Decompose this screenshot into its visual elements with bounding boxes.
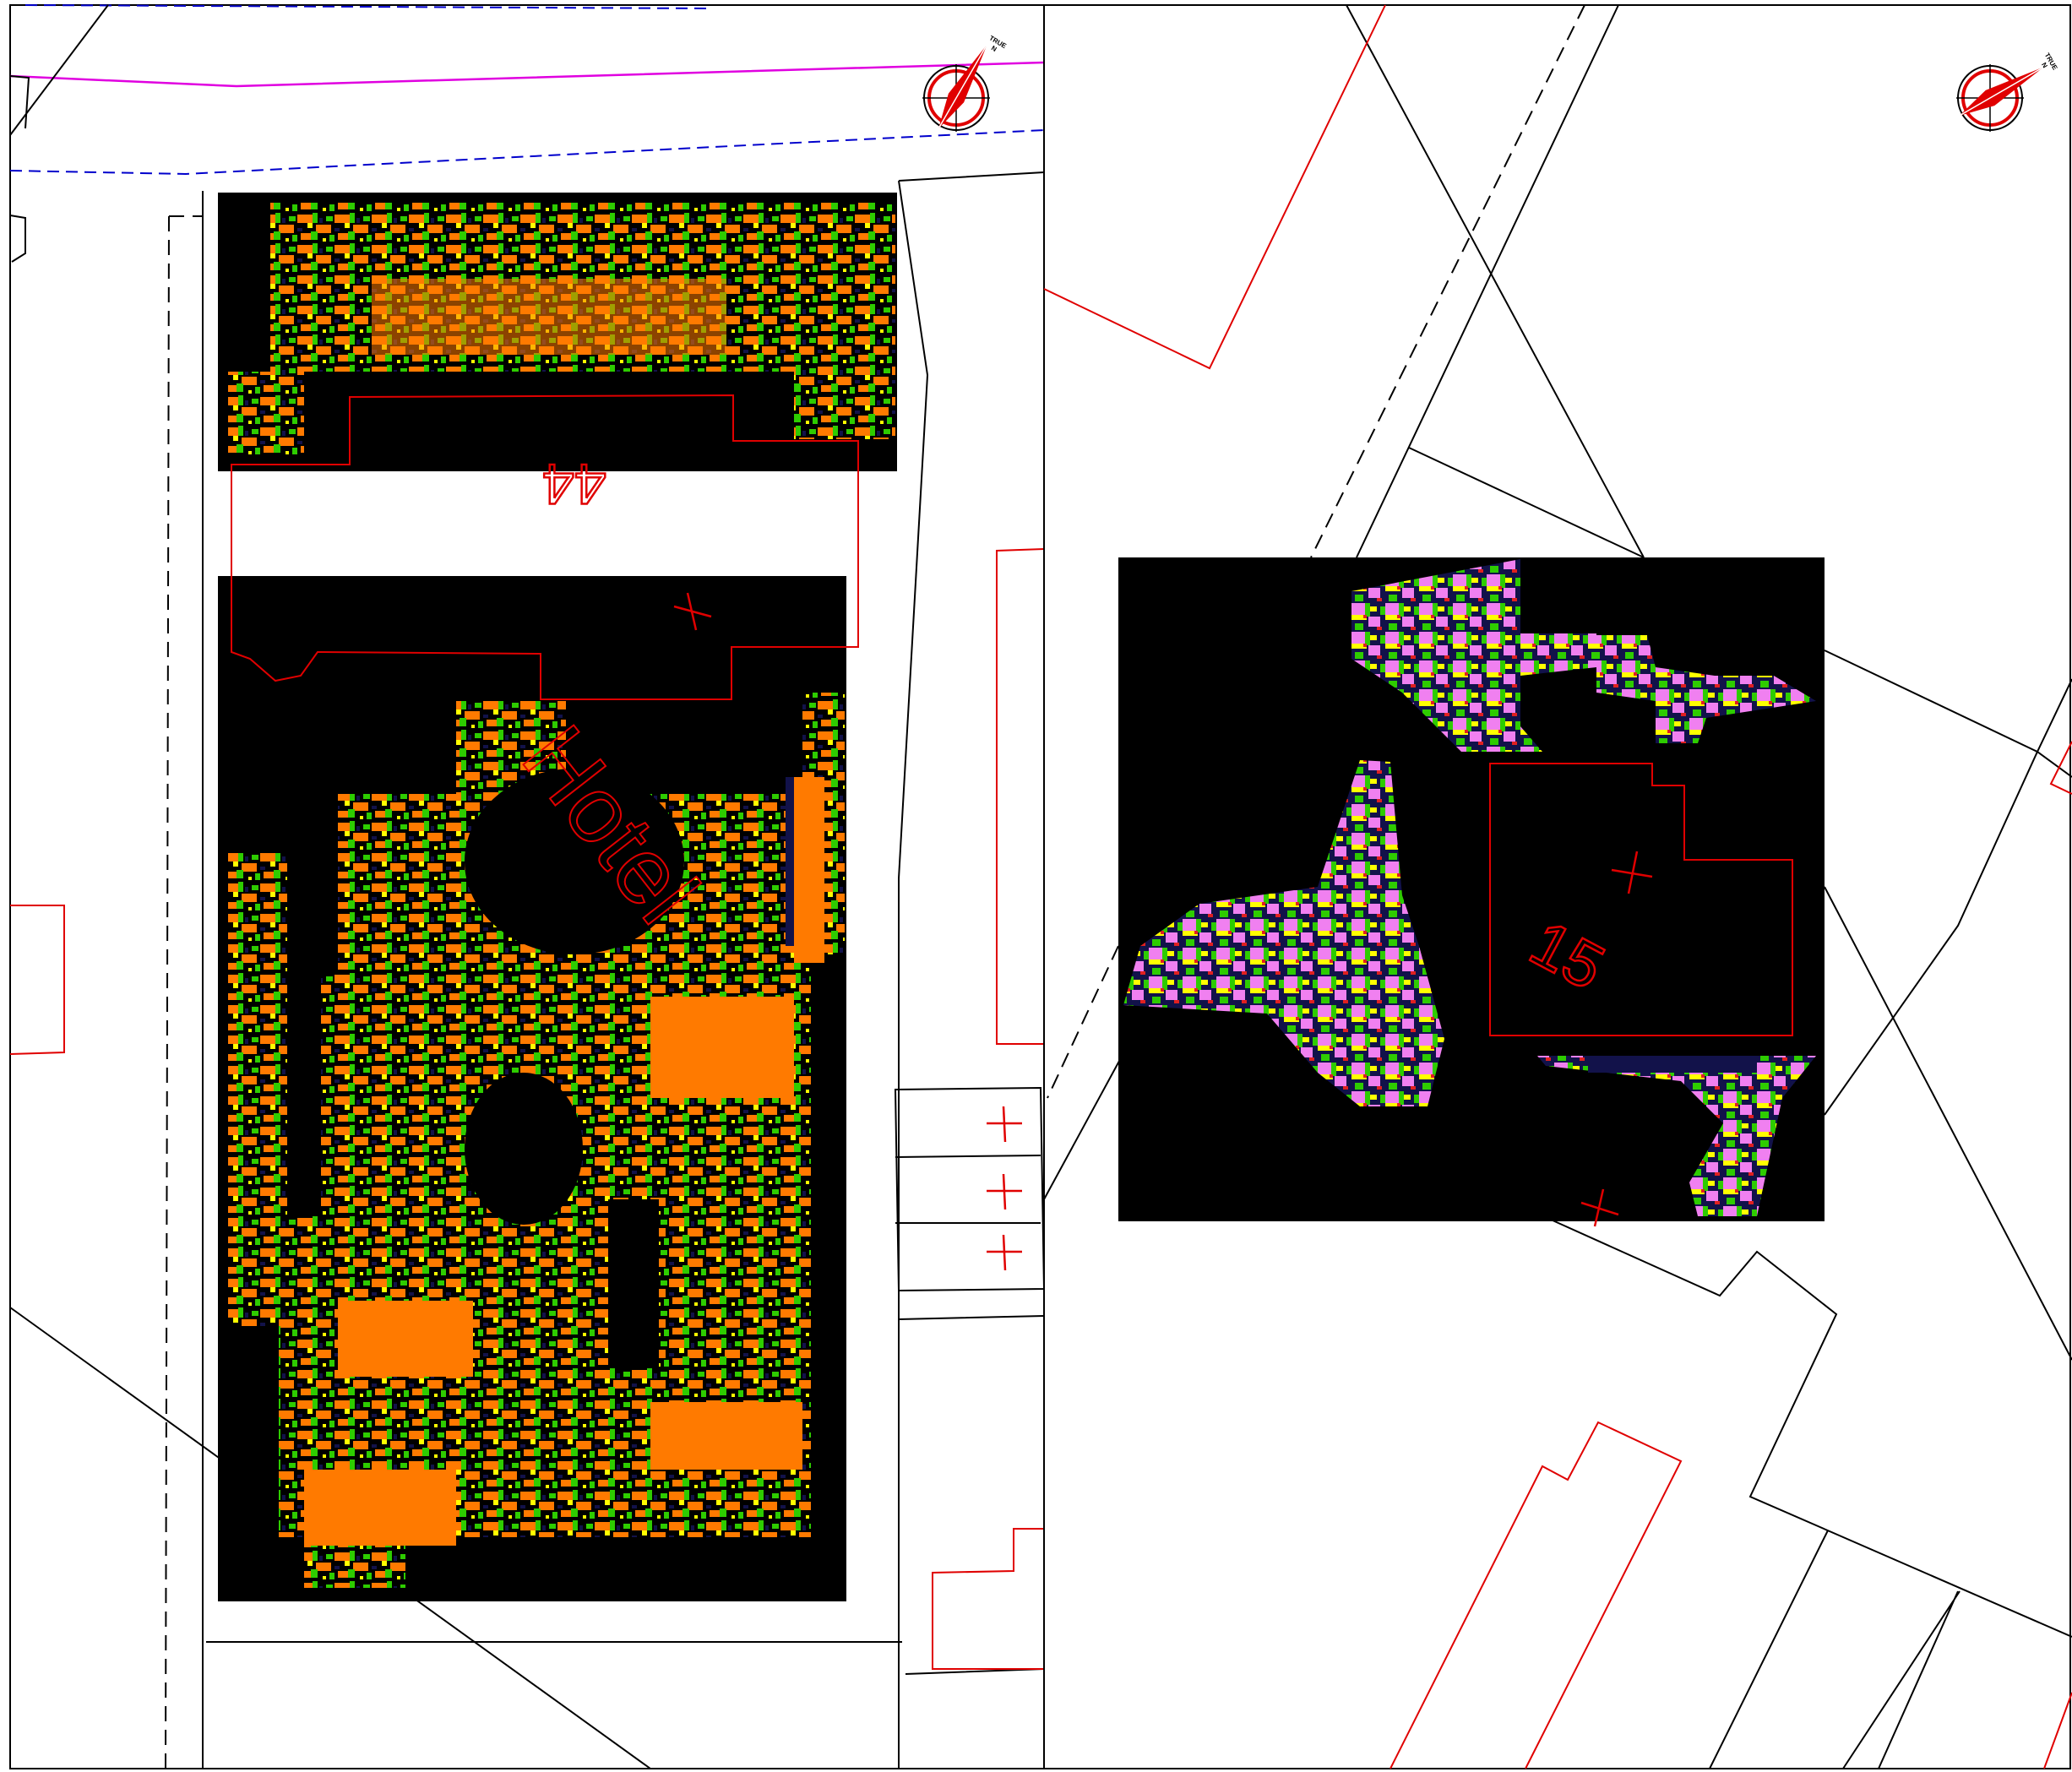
plot-number-label: 44 [542, 452, 606, 516]
plot-15-building-outline [1489, 763, 1793, 1036]
neighbour-building-west [9, 905, 65, 1055]
property-boundary-east [898, 171, 1045, 1769]
north-arrow-compass: TRUE N [922, 34, 1009, 132]
right-frame [1043, 4, 2071, 1769]
diagonal-boundary-a [1346, 4, 2072, 1361]
parking-marker-1 [987, 1106, 1022, 1143]
compass-north-label-right: N [2040, 61, 2049, 69]
survey-void-north [465, 769, 684, 954]
neighbour-building-north [1043, 4, 1386, 370]
property-line-south [1550, 1219, 2072, 1638]
survey-point-marker [673, 592, 712, 631]
neighbour-building-southeast [932, 1528, 1044, 1670]
parking-marker-2 [987, 1173, 1022, 1210]
parking-marker-3 [987, 1234, 1022, 1271]
survey-overlay-main [218, 576, 846, 1601]
neighbour-building-east [996, 548, 1045, 1045]
survey-void-centre [465, 1073, 583, 1225]
neighbour-building-south [1389, 1421, 1683, 1769]
compass-north-label: N [990, 44, 998, 53]
survey-point-marker-lower [1580, 1188, 1619, 1227]
neighbour-building-east [2049, 741, 2072, 795]
survey-overlay-right [1118, 557, 1825, 1221]
right-panel: 15 TRUE N [1043, 4, 2072, 1769]
parcel-dividers [1709, 1530, 1961, 1769]
north-arrow-compass-right: TRUE N [1956, 52, 2059, 132]
dashed-boundary [165, 215, 203, 1769]
diagonal-boundary-b [1043, 4, 1619, 1200]
road-centerline [9, 61, 1045, 88]
left-panel: 44 Hotel TRUE N [9, 4, 1046, 1769]
boundary-corner [9, 4, 109, 136]
south-boundary [206, 1641, 1045, 1675]
hotel-building-outline [231, 394, 859, 700]
road-edge-dashed-north [24, 4, 710, 9]
neighbour-building-southeast [2043, 1692, 2072, 1769]
property-line-east [1824, 750, 2072, 1116]
survey-overlay-north [218, 193, 897, 471]
boundary-stub [9, 215, 26, 263]
dashed-boundary-right [1047, 4, 1585, 1099]
survey-point-marker-upper [1611, 851, 1653, 894]
road-edge-dashed-south [9, 129, 1045, 176]
